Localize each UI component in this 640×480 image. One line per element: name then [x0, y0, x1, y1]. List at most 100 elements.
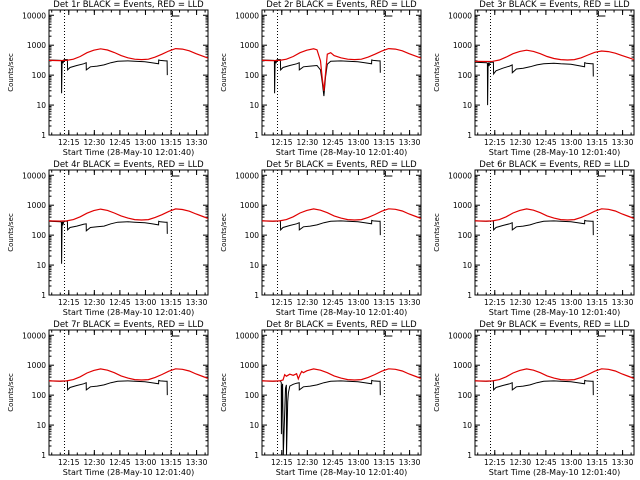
y-tick-label: 100: [32, 391, 47, 400]
y-axis-label: Counts/sec: [7, 373, 15, 412]
y-tick-label: 10: [462, 261, 472, 270]
x-tick-label: 13:00: [561, 298, 583, 307]
x-tick-label: 13:30: [612, 138, 634, 147]
attenuator-bracket: [384, 331, 393, 337]
x-tick-label: 12:15: [271, 138, 293, 147]
y-tick-label: 1: [41, 291, 46, 300]
x-tick-label: 12:30: [84, 298, 106, 307]
y-tick-label: 1000: [453, 41, 472, 50]
panel-det-9: Det 9r BLACK = Events, RED = LLD Counts/s…: [433, 320, 635, 477]
x-tick-label: 12:30: [510, 298, 532, 307]
x-tick-label: 13:30: [186, 138, 208, 147]
y-tick-label: 10: [36, 101, 46, 110]
x-tick-label: 12:45: [535, 298, 557, 307]
x-tick-label: 12:30: [297, 138, 319, 147]
y-tick-label: 1: [467, 131, 472, 140]
x-tick-label: 13:15: [586, 298, 608, 307]
x-tick-label: 13:30: [612, 458, 634, 467]
y-tick-label: 10: [249, 101, 259, 110]
x-tick-label: 13:15: [586, 138, 608, 147]
panel-title: Det 1r BLACK = Events, RED = LLD: [53, 0, 204, 10]
plot-frame: [474, 9, 635, 136]
y-tick-label: 100: [32, 71, 47, 80]
y-tick-label: 100: [245, 231, 260, 240]
x-tick-label: 13:15: [373, 138, 395, 147]
plot-frame: [261, 9, 422, 136]
y-tick-label: 10000: [448, 331, 472, 340]
y-tick-label: 10: [36, 421, 46, 430]
y-tick-label: 1: [467, 291, 472, 300]
events-series-line: [49, 220, 168, 264]
y-axis-label: Counts/sec: [7, 213, 15, 252]
events-series-line: [475, 61, 594, 106]
x-tick-label: 12:45: [109, 458, 131, 467]
y-tick-label: 10: [249, 421, 259, 430]
x-tick-label: 12:15: [58, 298, 80, 307]
y-tick-label: 1000: [27, 201, 46, 210]
lld-series-line: [475, 49, 634, 63]
x-tick-label: 13:00: [348, 298, 370, 307]
y-tick-label: 100: [245, 391, 260, 400]
panel-title: Det 7r BLACK = Events, RED = LLD: [53, 320, 204, 330]
attenuator-bracket: [597, 11, 606, 17]
events-series-line: [262, 219, 381, 236]
x-tick-label: 12:45: [109, 138, 131, 147]
y-tick-label: 100: [458, 71, 473, 80]
x-tick-label: 12:45: [322, 138, 344, 147]
lld-series-line: [49, 368, 208, 382]
panel-title: Det 4r BLACK = Events, RED = LLD: [53, 160, 204, 170]
x-tick-label: 13:30: [399, 138, 421, 147]
x-tick-label: 13:15: [160, 138, 182, 147]
x-tick-label: 13:15: [586, 458, 608, 467]
y-tick-label: 1000: [240, 361, 259, 370]
y-axis-label: Counts/sec: [220, 373, 228, 412]
y-tick-label: 1: [41, 451, 46, 460]
y-tick-label: 100: [32, 231, 47, 240]
x-tick-label: 13:00: [348, 458, 370, 467]
attenuator-bracket: [597, 171, 606, 177]
x-tick-label: 13:00: [348, 138, 370, 147]
x-tick-label: 13:30: [186, 458, 208, 467]
attenuator-bracket: [171, 171, 180, 177]
attenuator-bracket: [597, 331, 606, 337]
x-tick-label: 13:15: [373, 458, 395, 467]
y-tick-label: 1: [41, 131, 46, 140]
x-tick-label: 13:30: [399, 298, 421, 307]
x-axis-label: Start Time (28-May-10 12:01:40): [276, 308, 407, 317]
lld-series-line: [49, 208, 208, 222]
x-tick-label: 12:30: [510, 458, 532, 467]
panel-det-3: Det 3r BLACK = Events, RED = LLD Counts/s…: [433, 0, 635, 157]
panel-det-1: Det 1r BLACK = Events, RED = LLD Counts/s…: [7, 0, 209, 157]
x-tick-label: 13:00: [561, 458, 583, 467]
x-tick-label: 12:30: [297, 298, 319, 307]
panel-det-7: Det 7r BLACK = Events, RED = LLD Counts/s…: [7, 320, 209, 477]
panel-det-4: Det 4r BLACK = Events, RED = LLD Counts/s…: [7, 160, 209, 317]
y-tick-label: 1: [467, 451, 472, 460]
lld-series-line: [262, 208, 421, 222]
lld-series-line: [475, 368, 634, 382]
panel-title: Det 8r BLACK = Events, RED = LLD: [266, 320, 417, 330]
panel-title: Det 3r BLACK = Events, RED = LLD: [479, 0, 630, 10]
y-tick-label: 10: [36, 261, 46, 270]
plot-frame: [48, 329, 209, 456]
panel-title: Det 5r BLACK = Events, RED = LLD: [266, 160, 417, 170]
lld-series-line: [49, 47, 208, 62]
y-axis-label: Counts/sec: [433, 213, 441, 252]
y-axis-label: Counts/sec: [220, 53, 228, 92]
panel-det-6: Det 6r BLACK = Events, RED = LLD Counts/s…: [433, 160, 635, 317]
x-tick-label: 12:15: [484, 138, 506, 147]
y-tick-label: 10000: [22, 11, 46, 20]
x-tick-label: 12:15: [271, 298, 293, 307]
panel-det-8: Det 8r BLACK = Events, RED = LLD Counts/s…: [220, 320, 422, 477]
x-axis-label: Start Time (28-May-10 12:01:40): [276, 148, 407, 157]
y-tick-label: 10000: [22, 331, 46, 340]
y-tick-label: 1: [254, 291, 259, 300]
events-series-line: [475, 219, 594, 236]
x-tick-label: 12:30: [84, 138, 106, 147]
x-tick-label: 12:15: [484, 458, 506, 467]
y-tick-label: 10000: [235, 331, 259, 340]
x-axis-label: Start Time (28-May-10 12:01:40): [489, 468, 620, 477]
x-axis-label: Start Time (28-May-10 12:01:40): [63, 468, 194, 477]
x-tick-label: 13:15: [160, 458, 182, 467]
